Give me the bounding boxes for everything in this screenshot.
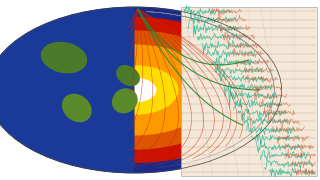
Wedge shape xyxy=(134,78,156,102)
Ellipse shape xyxy=(112,88,138,113)
Wedge shape xyxy=(134,44,215,136)
Wedge shape xyxy=(134,17,264,163)
Wedge shape xyxy=(134,30,240,150)
Ellipse shape xyxy=(62,94,92,122)
Ellipse shape xyxy=(41,42,87,73)
Circle shape xyxy=(0,7,282,173)
Wedge shape xyxy=(134,65,179,115)
Wedge shape xyxy=(0,7,134,173)
FancyBboxPatch shape xyxy=(181,7,317,176)
Wedge shape xyxy=(134,17,264,163)
Ellipse shape xyxy=(116,65,140,86)
